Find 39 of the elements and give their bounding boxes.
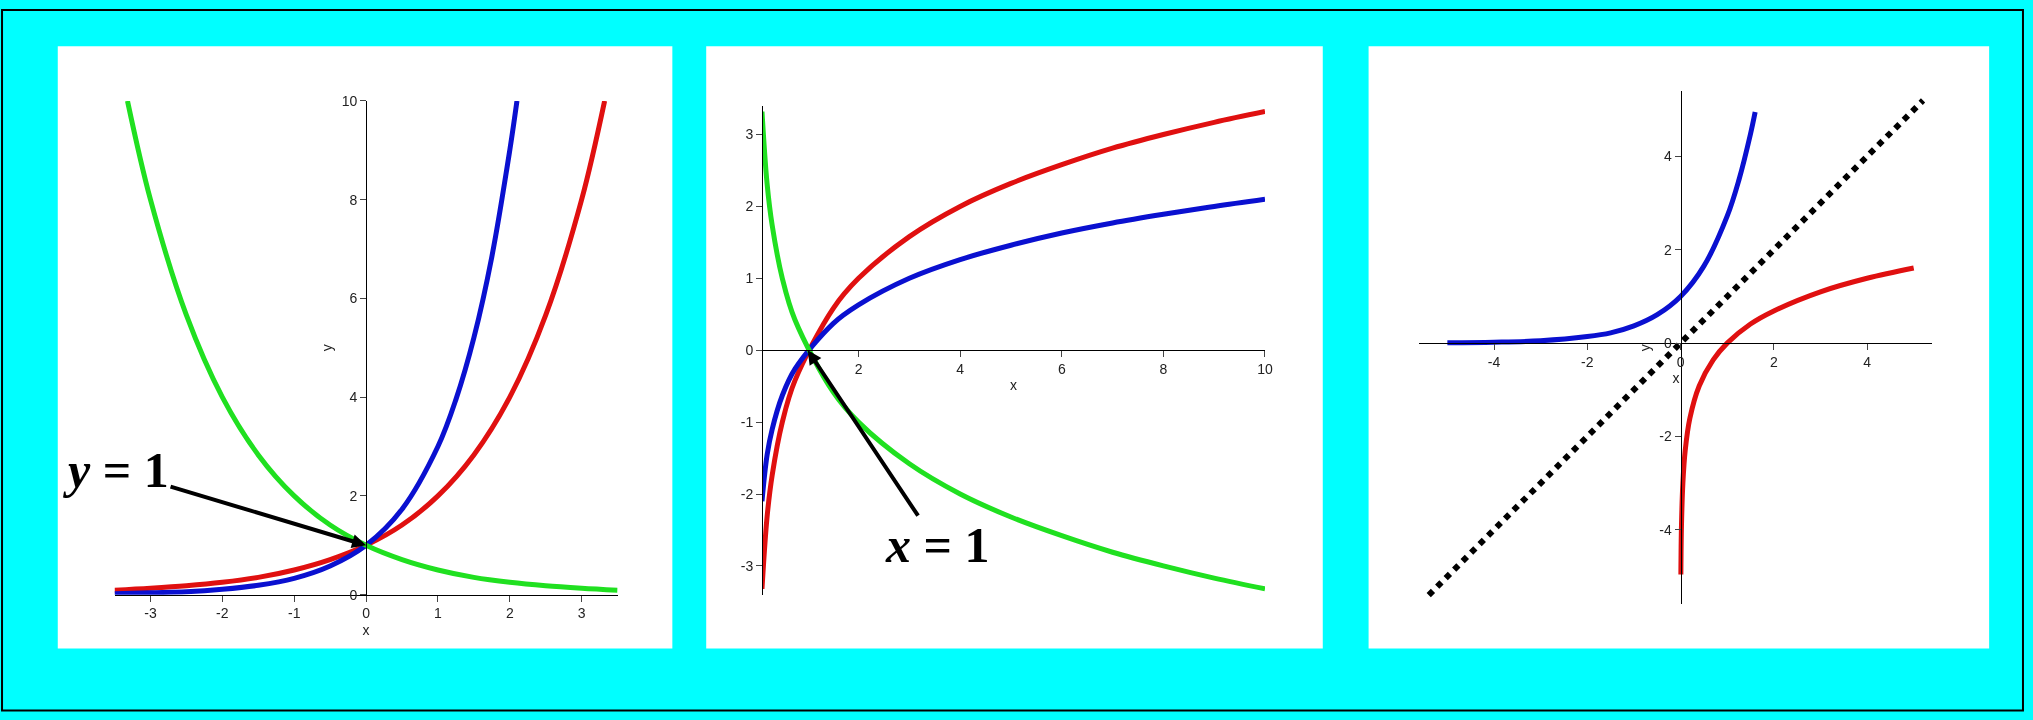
x-tick-label: 1 — [434, 605, 443, 622]
y-tick-label: -4 — [1659, 521, 1672, 538]
y-tick-label: 1 — [745, 270, 754, 287]
y-tick-label: 8 — [349, 191, 358, 208]
y-tick-label: -1 — [740, 414, 754, 431]
y-tick-label: 4 — [1663, 148, 1672, 165]
y-tick-label: 2 — [745, 198, 754, 215]
y-tick-label: 6 — [349, 290, 358, 307]
y-tick-label: -2 — [1659, 428, 1672, 445]
x-tick-label: -3 — [144, 605, 157, 622]
y-tick-label: -3 — [740, 557, 754, 574]
annotation: x = 1 — [885, 517, 990, 573]
x-tick-label: 2 — [1769, 353, 1778, 370]
x-tick-label: 6 — [1057, 361, 1066, 378]
y-tick-label: 3 — [745, 126, 754, 143]
x-tick-label: -2 — [216, 605, 229, 622]
x-axis-title: x — [362, 621, 370, 638]
x-tick-label: 0 — [362, 605, 371, 622]
x-axis-title: x — [1672, 370, 1680, 387]
y-tick-label: 4 — [349, 389, 358, 406]
x-tick-label: 2 — [854, 361, 863, 378]
x-tick-label: 4 — [1863, 353, 1872, 370]
x-tick-label: 2 — [505, 605, 514, 622]
y-tick-label: 2 — [1663, 241, 1672, 258]
y-tick-label: 0 — [745, 342, 754, 359]
x-tick-label: 10 — [1257, 361, 1273, 378]
x-tick-label: 3 — [577, 605, 586, 622]
y-tick-label: 10 — [341, 92, 358, 109]
x-tick-label: 4 — [956, 361, 965, 378]
x-tick-label: -1 — [287, 605, 301, 622]
annotation: y = 1 — [63, 442, 169, 498]
y-axis-title: y — [319, 344, 336, 352]
x-tick-label: -2 — [1581, 353, 1594, 370]
y-tick-label: -2 — [740, 485, 754, 502]
x-tick-label: 8 — [1159, 361, 1168, 378]
y-axis-title: y — [1636, 344, 1653, 352]
x-tick-label: -4 — [1487, 353, 1501, 370]
x-axis-title: x — [1010, 377, 1017, 394]
y-tick-label: 2 — [349, 487, 358, 504]
